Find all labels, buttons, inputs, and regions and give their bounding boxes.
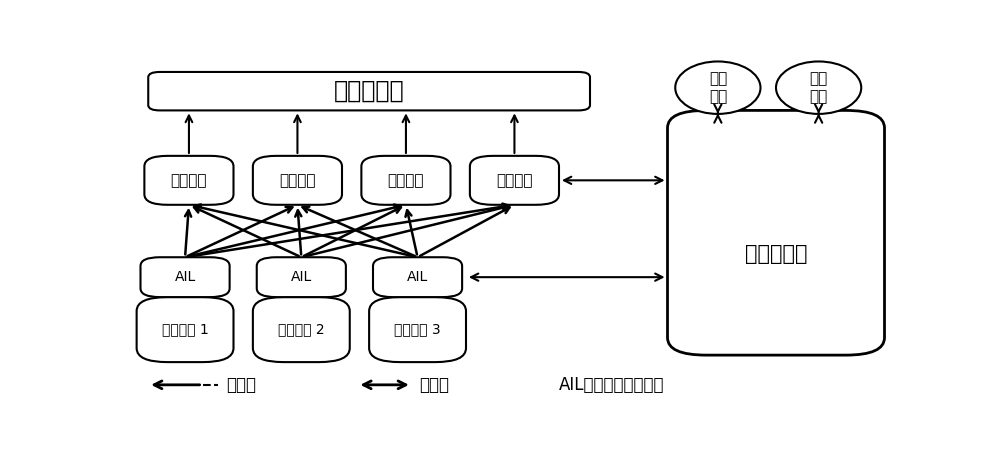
FancyBboxPatch shape [668,110,885,355]
Ellipse shape [675,61,761,114]
Text: AIL: AIL [291,270,312,284]
FancyBboxPatch shape [470,156,559,205]
FancyBboxPatch shape [373,257,462,297]
FancyBboxPatch shape [137,297,234,362]
FancyBboxPatch shape [144,156,234,205]
Text: 显示节点: 显示节点 [388,173,424,188]
Text: 像素流: 像素流 [226,376,256,394]
Text: 应用程序 1: 应用程序 1 [162,323,208,336]
Text: 消息流: 消息流 [420,376,450,394]
Text: 显示节点: 显示节点 [496,173,533,188]
FancyBboxPatch shape [257,257,346,297]
Text: 用户
界面: 用户 界面 [810,71,828,104]
Text: AIL：应用程序接口库: AIL：应用程序接口库 [559,376,664,394]
FancyBboxPatch shape [361,156,450,205]
Text: 应用程序 3: 应用程序 3 [394,323,441,336]
Text: 空间管理器: 空间管理器 [745,244,807,264]
FancyBboxPatch shape [253,156,342,205]
FancyBboxPatch shape [148,72,590,110]
Text: AIL: AIL [174,270,196,284]
Ellipse shape [776,61,861,114]
Text: 用户
界面: 用户 界面 [709,71,727,104]
Text: 显示节点: 显示节点 [171,173,207,188]
FancyBboxPatch shape [140,257,230,297]
Text: AIL: AIL [407,270,428,284]
Text: 应用程序 2: 应用程序 2 [278,323,325,336]
FancyBboxPatch shape [369,297,466,362]
Text: 显示节点: 显示节点 [279,173,316,188]
FancyBboxPatch shape [253,297,350,362]
Text: 拼接显示屏: 拼接显示屏 [334,79,404,103]
